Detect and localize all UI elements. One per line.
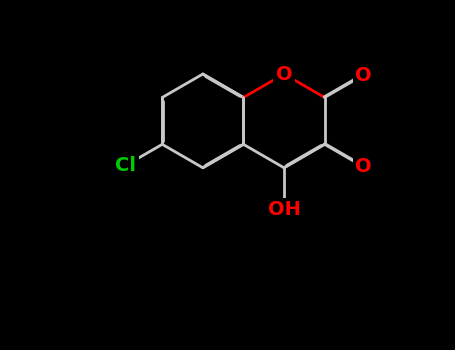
Text: Cl: Cl xyxy=(115,156,136,175)
Text: O: O xyxy=(276,64,292,84)
Text: O: O xyxy=(355,157,371,176)
Text: O: O xyxy=(355,66,371,85)
Text: OH: OH xyxy=(268,201,300,219)
